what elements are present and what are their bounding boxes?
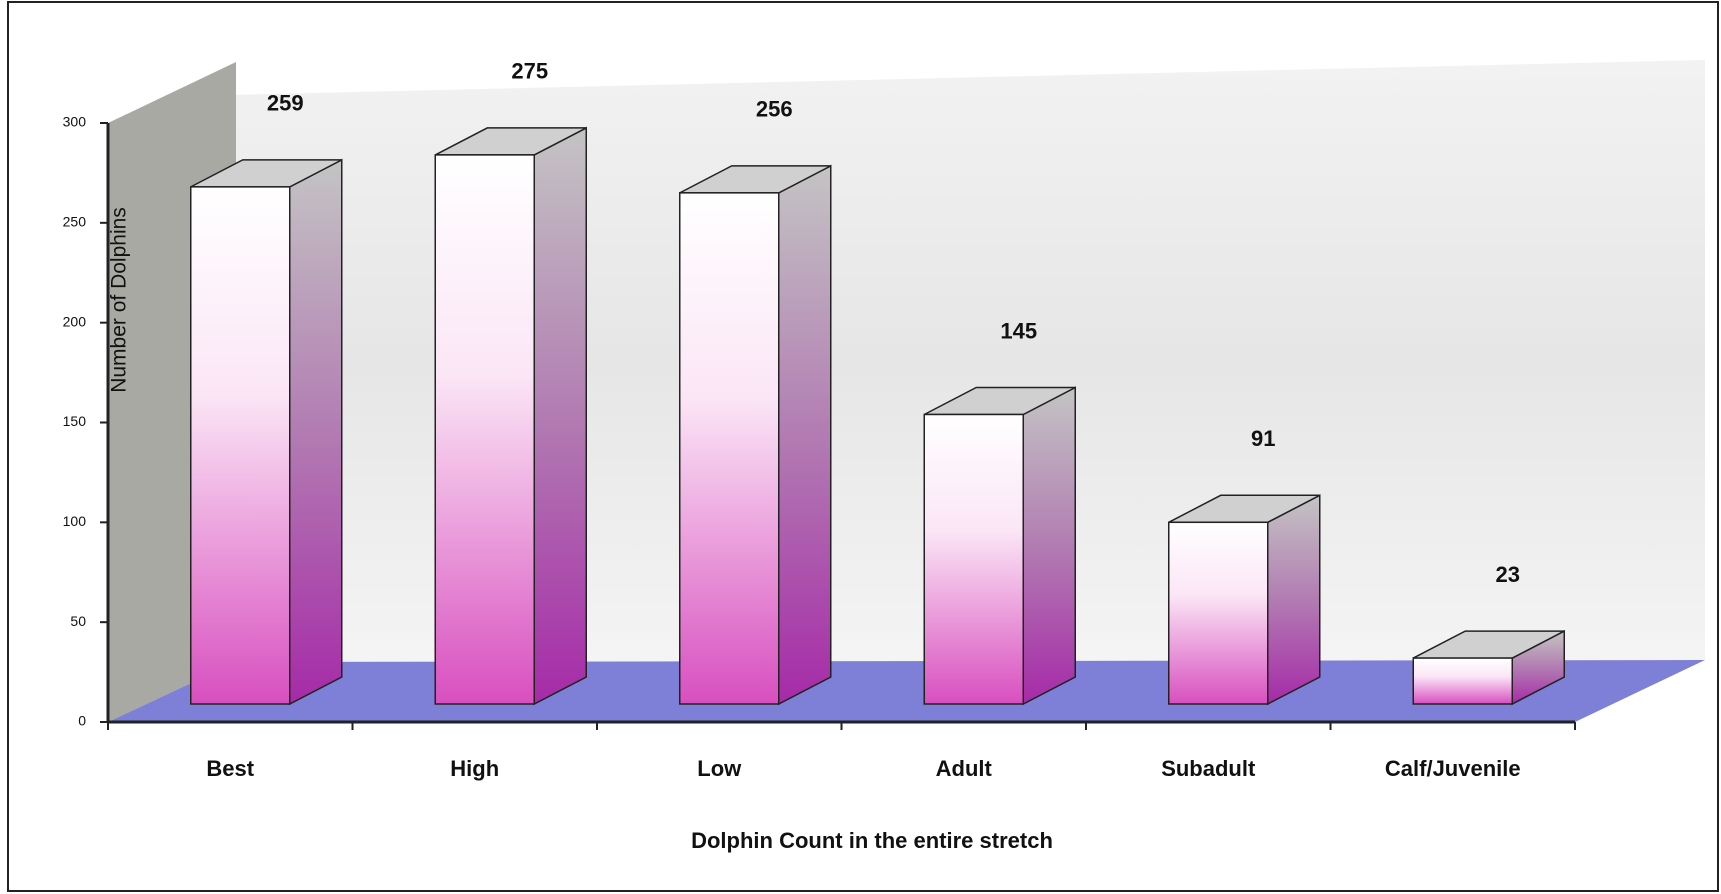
value-label: 275: [511, 59, 548, 84]
bar-front: [679, 192, 780, 705]
bar-front: [923, 413, 1024, 705]
bar-side: [533, 126, 587, 706]
value-label: 259: [267, 91, 304, 116]
y-tick-label: 300: [63, 114, 87, 130]
x-tick-label: Calf/Juvenile: [1385, 756, 1521, 781]
value-label: 256: [756, 97, 793, 122]
x-axis-title: Dolphin Count in the entire stretch: [691, 828, 1053, 853]
bar-front: [190, 186, 291, 705]
x-tick-label: Best: [206, 756, 254, 781]
value-label: 145: [1000, 318, 1037, 343]
bar: [679, 164, 832, 706]
bar-front: [1412, 657, 1513, 705]
x-tick-label: Subadult: [1161, 756, 1256, 781]
x-tick-label: Low: [697, 756, 742, 781]
y-tick-label: 250: [63, 214, 87, 230]
bar: [190, 158, 343, 706]
x-tick-label: Adult: [936, 756, 993, 781]
y-tick-label: 200: [63, 313, 87, 329]
back-wall: [228, 60, 1705, 662]
bar: [923, 386, 1076, 706]
bar-side: [778, 164, 832, 706]
bar: [1168, 494, 1321, 706]
y-tick-label: 50: [70, 613, 86, 629]
bar-side: [289, 158, 343, 706]
value-label: 91: [1251, 426, 1275, 451]
y-tick-label: 100: [63, 513, 87, 529]
y-tick-label: 0: [78, 713, 86, 729]
y-axis-title: Number of Dolphins: [108, 207, 131, 393]
bar-front: [434, 154, 535, 705]
value-label: 23: [1496, 562, 1520, 587]
x-tick-label: High: [450, 756, 499, 781]
bar: [434, 126, 587, 706]
bar-side: [1022, 386, 1076, 706]
bar-front: [1168, 521, 1269, 705]
bar-side: [1267, 494, 1321, 706]
bar: [1412, 629, 1565, 706]
y-tick-label: 150: [63, 413, 87, 429]
plot: 0 50 100 150 200 250 300 Best 259 High 275 Low 256 Ad…: [63, 59, 1576, 781]
